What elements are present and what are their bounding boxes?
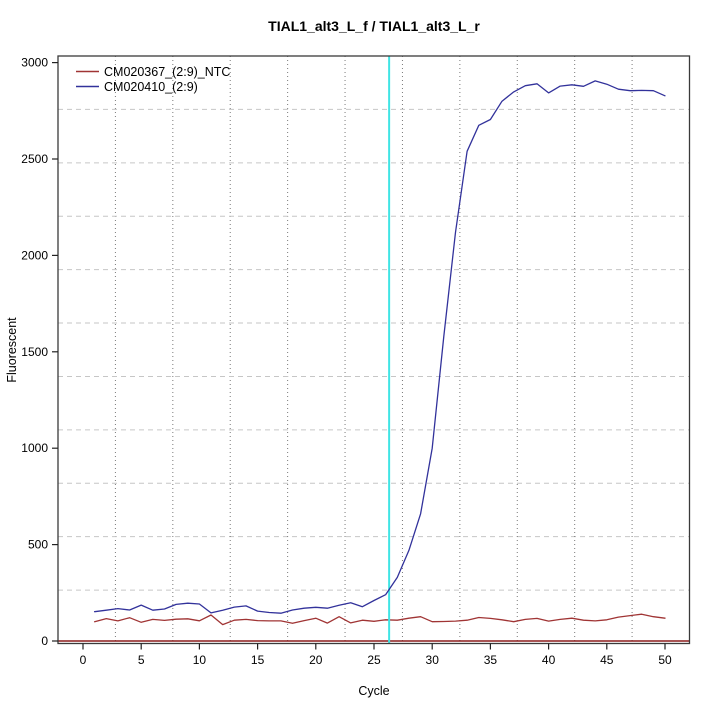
x-tick-label: 25 (367, 653, 381, 667)
y-tick-label: 0 (41, 634, 48, 648)
x-tick-label: 40 (542, 653, 556, 667)
ntc-curve (93, 613, 666, 626)
gridlines (58, 56, 690, 644)
legend-label-ntc: CM020367_(2:9)_NTC (104, 65, 230, 79)
x-tick-label: 50 (658, 653, 672, 667)
y-tick-label: 2500 (21, 152, 48, 166)
ntc-series-layer (93, 613, 666, 626)
y-tick-label: 1500 (21, 345, 48, 359)
y-tick-label: 500 (28, 538, 48, 552)
legend: CM020367_(2:9)_NTC CM020410_(2:9) (76, 65, 230, 94)
y-tick-label: 2000 (21, 248, 48, 262)
plot-border (57, 55, 691, 645)
axis-ticks: 0 5 10 15 20 25 30 35 40 45 5005001000150020002500… (21, 56, 672, 667)
sample-series-layer (93, 80, 666, 614)
x-tick-label: 20 (309, 653, 323, 667)
plot-title: TIAL1_alt3_L_f / TIAL1_alt3_L_r (268, 18, 480, 34)
x-axis-label: Cycle (358, 684, 389, 698)
x-tick-label: 30 (426, 653, 440, 667)
x-tick-label: 5 (138, 653, 145, 667)
x-tick-label: 15 (251, 653, 265, 667)
x-tick-label: 10 (193, 653, 207, 667)
legend-label-sample: CM020410_(2:9) (104, 80, 198, 94)
y-axis-label: Fluorescent (5, 317, 19, 383)
sample-curve (93, 80, 666, 614)
x-tick-label: 45 (600, 653, 614, 667)
y-tick-label: 3000 (21, 56, 48, 70)
x-tick-label: 0 (80, 653, 87, 667)
x-tick-label: 35 (484, 653, 498, 667)
y-tick-label: 1000 (21, 441, 48, 455)
